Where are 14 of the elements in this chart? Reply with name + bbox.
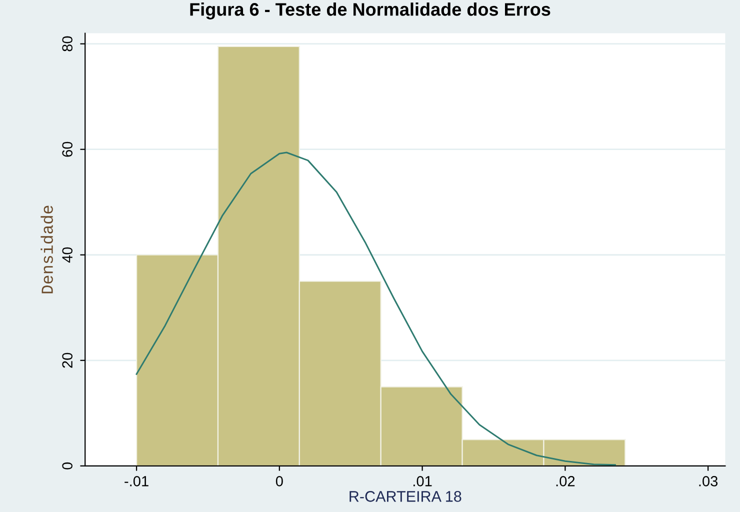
y-tick-label: 60: [62, 142, 72, 157]
x-tick-label: .01: [413, 476, 432, 486]
chart-title: Figura 6 - Teste de Normalidade dos Erros: [190, 2, 550, 20]
y-tick-label: 80: [62, 36, 72, 52]
y-axis-title: Densidade: [40, 206, 53, 294]
x-tick-label: .02: [556, 476, 575, 486]
x-tick-label: 0: [276, 476, 283, 486]
x-tick-label: -.01: [124, 476, 148, 486]
x-tick-label: .03: [699, 476, 718, 486]
y-tick-label: 40: [62, 247, 72, 263]
y-tick-label: 0: [62, 462, 72, 470]
y-tick-label: 20: [62, 352, 72, 368]
line-series: [136, 152, 616, 466]
x-axis-title: R-CARTEIRA 18: [350, 491, 462, 502]
